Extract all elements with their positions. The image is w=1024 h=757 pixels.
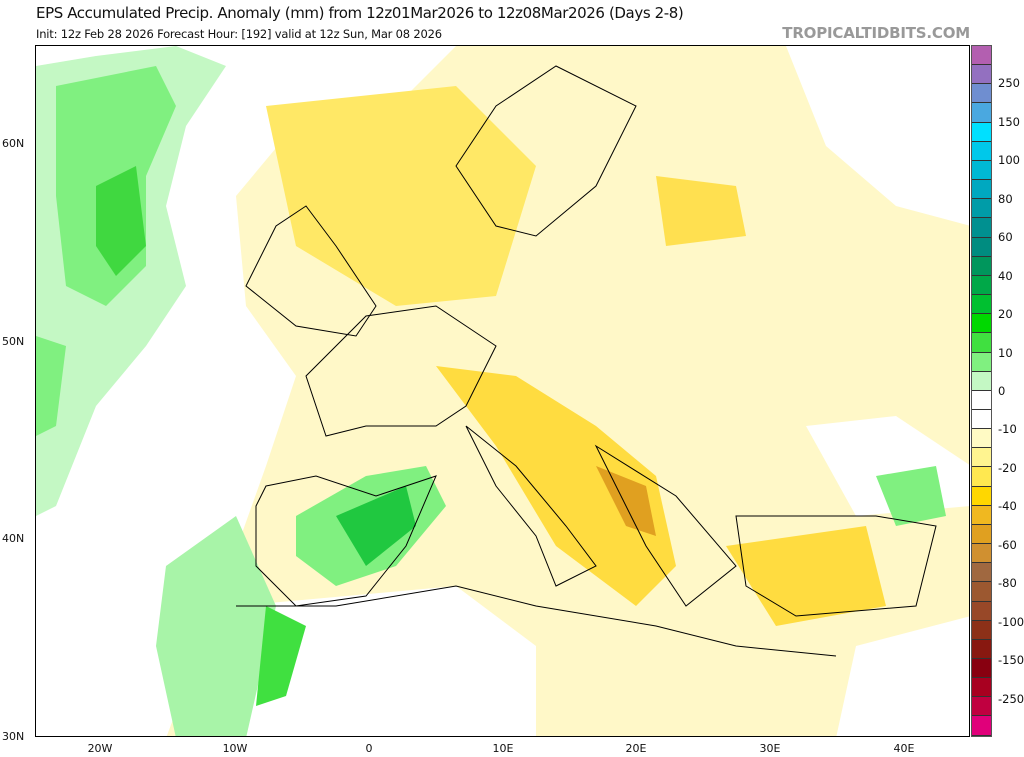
colorbar	[971, 45, 992, 737]
colorbar-label: 150	[998, 114, 1020, 129]
colorbar-segment	[972, 601, 991, 621]
colorbar-label: 60	[998, 230, 1013, 245]
dry-area-alps-adriatic	[436, 366, 676, 606]
lat-label-60n: 60N	[2, 137, 25, 150]
colorbar-label: -80	[998, 576, 1017, 591]
colorbar-segment	[972, 122, 991, 142]
lon-label-10w: 10W	[222, 742, 248, 755]
colorbar-label: -60	[998, 537, 1017, 552]
colorbar-label: 40	[998, 268, 1013, 283]
wet-area-spain-core	[336, 486, 416, 566]
colorbar-segment	[972, 429, 991, 449]
colorbar-segment	[972, 678, 991, 698]
colorbar-label: -20	[998, 460, 1017, 475]
colorbar-segment	[972, 659, 991, 679]
colorbar-label: 100	[998, 153, 1020, 168]
lat-label-40n: 40N	[2, 532, 25, 545]
brand-watermark: TROPICALTIDBITS.COM	[782, 24, 970, 42]
colorbar-segment	[972, 544, 991, 564]
colorbar-segment	[972, 141, 991, 161]
colorbar-segment	[972, 371, 991, 391]
colorbar-segment	[972, 620, 991, 640]
colorbar-segment	[972, 639, 991, 659]
colorbar-segment	[972, 46, 991, 66]
colorbar-label: 10	[998, 345, 1013, 360]
dry-area-baltics	[656, 176, 746, 246]
dry-area-turkey	[726, 526, 886, 626]
dry-area-albania	[596, 466, 656, 536]
colorbar-segment	[972, 467, 991, 487]
neutral-area-russia	[786, 46, 969, 226]
map-canvas	[36, 46, 969, 736]
colorbar-segment	[972, 199, 991, 219]
lat-label-30n: 30N	[2, 730, 25, 743]
colorbar-label: -10	[998, 422, 1017, 437]
colorbar-segment	[972, 333, 991, 353]
colorbar-segment	[972, 409, 991, 430]
colorbar-segment	[972, 697, 991, 717]
lon-label-0: 0	[365, 742, 373, 755]
colorbar-label: 250	[998, 76, 1020, 91]
wet-area-morocco	[156, 516, 276, 736]
dry-area-north-sea	[266, 86, 536, 306]
colorbar-segment	[972, 295, 991, 315]
colorbar-label: 20	[998, 307, 1013, 322]
lat-label-50n: 50N	[2, 335, 25, 348]
lon-label-40e: 40E	[893, 742, 915, 755]
colorbar-segment	[972, 524, 991, 545]
colorbar-segment	[972, 563, 991, 583]
colorbar-segment	[972, 218, 991, 238]
colorbar-segment	[972, 716, 991, 736]
colorbar-segment	[972, 390, 991, 410]
colorbar-segment	[972, 84, 991, 104]
colorbar-segment	[972, 505, 991, 525]
colorbar-segment	[972, 275, 991, 296]
precip-anomaly-map	[35, 45, 970, 737]
colorbar-segment	[972, 103, 991, 123]
colorbar-label: 0	[998, 384, 1006, 398]
colorbar-segment	[972, 448, 991, 468]
neutral-area-sahara	[236, 586, 536, 736]
lon-label-20e: 20E	[625, 742, 647, 755]
colorbar-segment	[972, 237, 991, 257]
colorbar-label: -100	[998, 614, 1024, 629]
colorbar-segment	[972, 314, 991, 334]
colorbar-segment	[972, 486, 991, 506]
lon-label-10e: 10E	[492, 742, 514, 755]
lon-label-20w: 20W	[87, 742, 113, 755]
wet-area-caucasus	[876, 466, 946, 526]
wet-area-morocco-core	[256, 606, 306, 706]
colorbar-segment	[972, 65, 991, 85]
colorbar-segment	[972, 352, 991, 372]
wet-area-atlantic-core	[96, 166, 146, 276]
colorbar-label: -40	[998, 499, 1017, 514]
neutral-area-arabia	[836, 616, 969, 736]
chart-subtitle: Init: 12z Feb 28 2026 Forecast Hour: [19…	[36, 27, 442, 41]
colorbar-segment	[972, 582, 991, 602]
colorbar-segment	[972, 256, 991, 276]
colorbar-segment	[972, 180, 991, 200]
coastlines	[236, 65, 937, 657]
colorbar-label: 80	[998, 191, 1013, 206]
lon-label-30e: 30E	[759, 742, 781, 755]
colorbar-segment	[972, 160, 991, 181]
colorbar-label: -250	[998, 691, 1024, 706]
wet-area-azores	[36, 336, 66, 436]
chart-title: EPS Accumulated Precip. Anomaly (mm) fro…	[36, 4, 684, 22]
colorbar-label: -150	[998, 653, 1024, 668]
